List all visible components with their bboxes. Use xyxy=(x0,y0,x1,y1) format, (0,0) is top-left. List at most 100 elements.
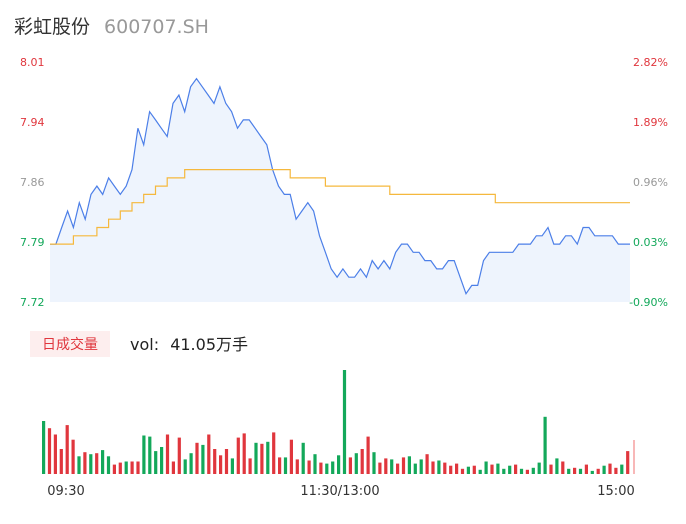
stock-title: 彩虹股份 600707.SH xyxy=(14,12,209,40)
volume-bar xyxy=(101,450,105,474)
volume-bar xyxy=(59,449,63,474)
volume-bar xyxy=(555,458,559,474)
volume-bar xyxy=(584,464,588,474)
volume-bar xyxy=(195,442,199,474)
volume-bar xyxy=(165,434,170,474)
price-tick-label: 7.72 xyxy=(20,296,45,309)
volume-bar xyxy=(490,464,494,474)
volume-bar xyxy=(396,463,400,474)
volume-bar xyxy=(65,425,69,474)
volume-bar xyxy=(154,451,158,474)
volume-bar xyxy=(543,416,547,474)
time-tick-label: 11:30/13:00 xyxy=(300,484,379,499)
volume-bar xyxy=(71,439,75,474)
volume-bar xyxy=(354,453,358,474)
volume-bar xyxy=(455,463,459,474)
volume-bar xyxy=(508,465,512,474)
volume-bar xyxy=(384,458,388,474)
volume-bar xyxy=(537,462,541,474)
volume-bar xyxy=(484,461,488,474)
volume-bar xyxy=(242,433,246,474)
volume-bar xyxy=(614,467,618,474)
volume-bar xyxy=(578,468,583,474)
volume-bar xyxy=(301,442,305,474)
volume-bar xyxy=(337,455,341,474)
volume-bar xyxy=(124,461,128,474)
volume-bar xyxy=(106,456,111,474)
volume-bar xyxy=(514,464,518,474)
volume-bar xyxy=(478,469,482,474)
volume-bar xyxy=(413,463,417,474)
volume-bar xyxy=(437,460,441,474)
volume-bar xyxy=(313,454,317,474)
volume-bar xyxy=(360,449,364,474)
volume-bar xyxy=(289,439,293,474)
volume-bar xyxy=(561,461,565,474)
volume-bar xyxy=(47,428,52,474)
volume-bar xyxy=(407,456,411,474)
volume-bar xyxy=(372,452,376,474)
volume-bar xyxy=(272,432,276,474)
volume-bar xyxy=(136,461,140,474)
volume-bar xyxy=(319,462,323,474)
time-tick-label: 09:30 xyxy=(47,484,84,499)
percent-tick-label: 1.89% xyxy=(633,116,668,129)
volume-bar xyxy=(213,449,217,474)
volume-bar xyxy=(95,453,99,474)
volume-bar xyxy=(266,441,270,474)
volume-readout: vol: 41.05万手 xyxy=(130,331,248,355)
volume-value: 41.05万手 xyxy=(170,335,248,354)
volume-bar xyxy=(89,454,93,474)
stock-name: 彩虹股份 xyxy=(14,16,91,38)
volume-bar xyxy=(472,465,476,474)
volume-bar xyxy=(620,464,624,474)
volume-bar xyxy=(207,434,211,474)
volume-bar xyxy=(425,454,429,474)
volume-bar xyxy=(608,463,612,474)
volume-bar xyxy=(378,462,382,474)
price-line xyxy=(50,77,630,295)
volume-bar xyxy=(248,458,252,474)
volume-bar xyxy=(531,467,535,474)
volume-bar xyxy=(390,459,394,474)
volume-bar xyxy=(460,468,465,474)
volume-bar xyxy=(160,447,164,474)
price-tick-label: 7.79 xyxy=(20,236,45,249)
volume-bar xyxy=(183,459,187,474)
volume-bar xyxy=(549,464,553,474)
stock-code: 600707.SH xyxy=(104,16,209,38)
price-tick-label: 7.86 xyxy=(20,176,45,189)
volume-bar xyxy=(431,461,435,474)
volume-bar xyxy=(254,442,258,474)
volume-bar xyxy=(283,457,288,474)
volume-bar xyxy=(112,464,116,474)
percent-tick-label: 0.03% xyxy=(633,236,668,249)
volume-bar xyxy=(201,444,205,474)
volume-bar xyxy=(224,449,229,474)
volume-bar xyxy=(525,469,529,474)
volume-bar xyxy=(219,455,223,474)
volume-bar xyxy=(331,461,335,474)
volume-bar xyxy=(573,467,577,474)
volume-bar xyxy=(83,452,87,474)
volume-bar xyxy=(130,461,134,474)
average-price-line xyxy=(50,169,630,245)
percent-tick-label: 2.82% xyxy=(633,56,668,69)
price-area-fill xyxy=(50,78,630,302)
volume-bar xyxy=(42,421,46,474)
volume-bar xyxy=(118,462,122,474)
volume-bar xyxy=(53,434,57,474)
percent-tick-label: 0.96% xyxy=(633,176,668,189)
volume-bar xyxy=(295,459,299,474)
percent-tick-label: -0.90% xyxy=(629,296,668,309)
volume-bar xyxy=(230,458,234,474)
volume-bar xyxy=(590,470,594,474)
volume-bar xyxy=(443,462,447,474)
volume-bar xyxy=(77,456,81,474)
volume-bar xyxy=(307,460,311,474)
volume-tab[interactable]: 日成交量 xyxy=(30,331,110,357)
volume-bar xyxy=(148,436,152,474)
volume-bar xyxy=(366,436,370,474)
time-tick-label: 15:00 xyxy=(597,484,634,499)
volume-bar xyxy=(260,443,264,474)
